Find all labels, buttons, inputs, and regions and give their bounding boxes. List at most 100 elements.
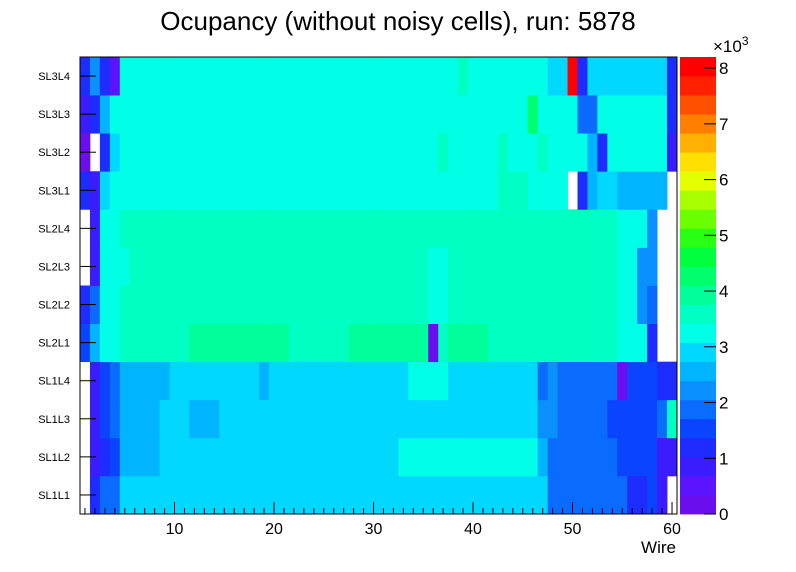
color-scale-swatch [680,266,716,286]
color-scale-swatch [680,247,716,267]
color-scale-swatch [680,209,716,229]
heatmap-cell [298,171,310,210]
heatmap-cell [657,95,668,134]
heatmap-cell [627,133,638,172]
heatmap-cell [378,285,389,324]
color-scale-swatch [680,361,716,382]
heatmap-cell [288,323,300,363]
heatmap-cell [288,437,300,477]
heatmap-cell [259,171,270,210]
heatmap-cell [527,133,539,172]
heatmap-cell [458,475,469,515]
x-tick-label: 50 [564,521,582,538]
heatmap-cell [179,57,190,96]
heatmap-cell [647,133,658,172]
heatmap-cell [348,209,359,248]
color-scale-swatch [680,399,716,420]
heatmap-cell [159,437,170,477]
heatmap-cell [318,171,330,210]
heatmap-cell [378,437,389,477]
heatmap-cell [159,399,170,439]
heatmap-cell [209,171,220,210]
heatmap-cell [368,57,379,96]
heatmap-cell [169,95,180,134]
heatmap-cell [109,285,121,324]
heatmap-cell [468,323,479,363]
heatmap-cell [129,247,141,286]
heatmap-cell [617,475,628,515]
heatmap-cell [637,57,648,96]
heatmap-cell [269,209,280,248]
heatmap-cell [348,361,359,401]
color-scale-tick-label: 4 [719,282,728,301]
heatmap-cell [189,323,200,363]
heatmap-cell [527,171,539,210]
heatmap-cell [607,133,618,172]
heatmap-cell [348,399,359,439]
heatmap-cell [408,437,419,477]
heatmap-cell [647,57,658,96]
heatmap-cell [129,57,141,96]
heatmap-cell [209,133,220,172]
heatmap-cell [328,247,340,286]
heatmap-cell [229,285,240,324]
heatmap-cell [527,247,539,286]
color-scale-swatch [680,456,716,477]
heatmap-cell [348,57,359,96]
heatmap-cell [139,95,151,134]
heatmap-cell [547,399,558,439]
color-scale-swatch [680,133,716,153]
color-scale-swatch [680,228,716,248]
heatmap-cell [597,323,608,363]
heatmap-cell [557,247,568,286]
heatmap-cell [647,209,658,248]
heatmap-cell [259,209,270,248]
heatmap-cell [497,361,509,401]
heatmap-cell [428,57,439,96]
heatmap-cell [398,323,409,363]
heatmap-cell [617,399,628,439]
heatmap-cell [139,437,151,477]
heatmap-cell [99,209,111,248]
heatmap-cell [288,285,300,324]
heatmap-cell [527,57,539,96]
heatmap-cell [637,95,648,134]
heatmap-cell [308,475,320,515]
heatmap-cell [627,361,638,401]
heatmap-cell [199,475,210,515]
color-scale-swatch [680,475,716,496]
heatmap-cell [239,475,250,515]
heatmap-cell [279,285,290,324]
color-scale-multiplier: ×103 [713,34,749,56]
color-scale-tick-label: 7 [719,115,728,134]
heatmap-cell [269,361,280,401]
heatmap-cell [448,361,459,401]
heatmap-cell [667,361,678,401]
heatmap-cell [378,361,389,401]
heatmap-cell [219,361,230,401]
heatmap-cell [388,133,399,172]
heatmap-cell [567,95,578,134]
plot-frame [79,56,678,515]
heatmap-cell [667,437,678,477]
heatmap-cell [209,285,220,324]
y-tick-label: SL1L1 [38,490,70,502]
heatmap-cell [169,437,180,477]
x-tick-label: 10 [166,521,184,538]
heatmap-cell [149,247,160,286]
heatmap-cell [418,95,429,134]
heatmap-cell [448,209,459,248]
heatmap-cell [298,247,310,286]
heatmap-cell [279,475,290,515]
heatmap-cell [458,133,469,172]
heatmap-cell [159,323,170,363]
x-tick-label: 60 [663,521,681,538]
heatmap-cell [557,475,568,515]
heatmap-cell [209,399,220,439]
heatmap-cell [428,95,439,134]
color-scale-swatch [680,57,716,77]
heatmap-cell [189,475,200,515]
heatmap-cell [298,285,310,324]
heatmap-cell [418,57,429,96]
heatmap-cell [109,247,121,286]
